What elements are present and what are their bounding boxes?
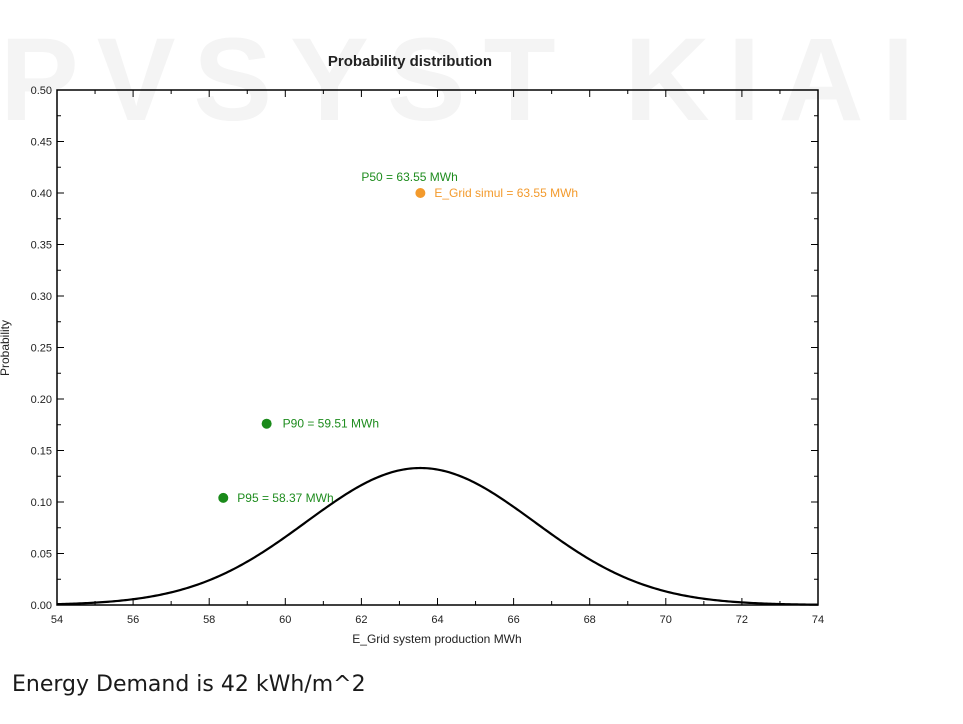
annotation-marker <box>261 418 272 429</box>
x-tick-label: 56 <box>127 614 139 626</box>
x-tick-label: 74 <box>812 614 824 626</box>
x-axis-label: E_Grid system production MWh <box>352 632 521 646</box>
y-tick-label: 0.35 <box>31 240 52 252</box>
x-tick-label: 68 <box>584 614 596 626</box>
x-tick-label: 60 <box>279 614 291 626</box>
chart: PVSYST KIAI Probability distribution 54 5… <box>0 14 932 646</box>
caption: Energy Demand is 42 kWh/m^2 <box>12 672 366 697</box>
x-tick-label: 64 <box>431 614 443 626</box>
y-tick-label: 0.25 <box>31 343 52 355</box>
watermark: PVSYST KIAI <box>0 14 932 146</box>
y-tick-label: 0.00 <box>31 600 52 612</box>
x-tick-label: 70 <box>660 614 672 626</box>
curve-layer <box>56 466 819 606</box>
annotation-label: P50 = 63.55 MWh <box>361 170 457 184</box>
y-tick-label: 0.40 <box>31 188 52 200</box>
x-tick-label: 62 <box>355 614 367 626</box>
annotation-label: E_Grid simul = 63.55 MWh <box>434 186 578 200</box>
y-axis-label: Probability <box>0 320 12 376</box>
annotation-marker <box>415 188 426 198</box>
y-tick-label: 0.20 <box>31 394 52 406</box>
chart-title: Probability distribution <box>328 53 492 70</box>
x-tick-label: 54 <box>51 614 63 626</box>
y-tick-label: 0.50 <box>31 85 52 97</box>
y-tick-label: 0.30 <box>31 291 52 303</box>
y-tick-label: 0.10 <box>31 497 52 509</box>
annotation-label: P90 = 59.51 MWh <box>283 417 379 431</box>
x-tick-label: 66 <box>507 614 519 626</box>
plot-frame <box>56 89 819 606</box>
annotations: P50 = 63.55 MWh E_Grid simul = 63.55 MWh P… <box>218 170 578 505</box>
x-tick-label: 58 <box>203 614 215 626</box>
axes: 54 56 58 60 62 64 66 68 70 72 74 0.00 0.05 0.10 0.15 0.… <box>31 85 825 626</box>
x-tick-label: 72 <box>736 614 748 626</box>
y-tick-label: 0.15 <box>31 446 52 458</box>
distribution-curve <box>56 466 819 606</box>
annotation-label: P95 = 58.37 MWh <box>237 491 333 505</box>
y-tick-label: 0.05 <box>31 549 52 561</box>
annotation-marker <box>218 492 229 503</box>
y-tick-label: 0.45 <box>31 137 52 149</box>
